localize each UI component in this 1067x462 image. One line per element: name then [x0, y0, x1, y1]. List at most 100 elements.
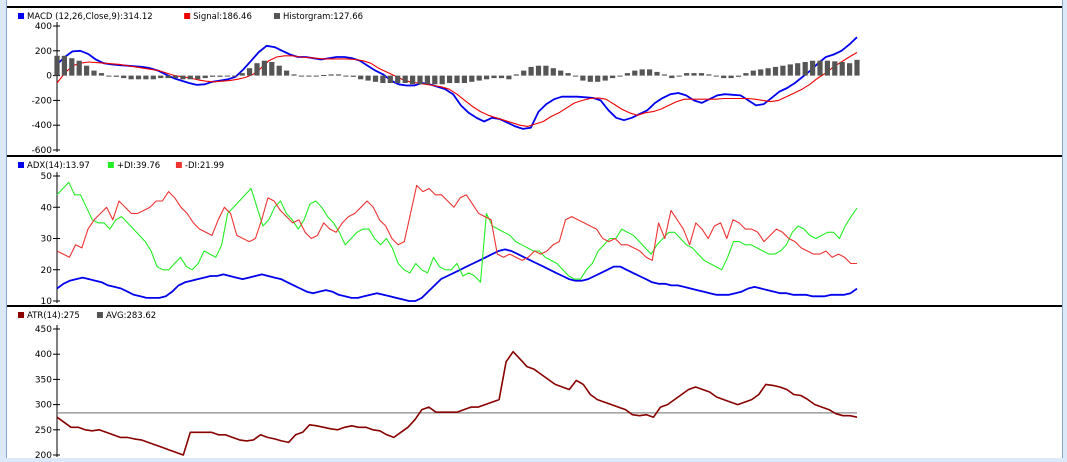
histogram-bar [713, 75, 719, 77]
histogram-bar [565, 73, 571, 76]
histogram-bar [847, 63, 853, 76]
histogram-bar [410, 75, 416, 85]
legend-label: Signal:186.46 [193, 12, 252, 22]
histogram-bar [113, 75, 119, 77]
histogram-bar [106, 75, 112, 77]
histogram-bar [158, 75, 164, 79]
histogram-bar [76, 60, 82, 76]
histogram-bar [328, 74, 334, 76]
histogram-bar [313, 75, 319, 77]
histogram-bar [506, 75, 512, 80]
histogram-bar [854, 59, 860, 76]
histogram-bar [595, 75, 601, 82]
legend-swatch [184, 13, 191, 19]
histogram-bar [669, 75, 675, 79]
histogram-bar [469, 75, 475, 82]
histogram-bar [269, 62, 275, 76]
histogram-bar [491, 75, 497, 79]
y-tick-label: -200 [32, 96, 53, 106]
histogram-bar [402, 75, 408, 83]
histogram-bar [298, 75, 305, 77]
legend-swatch [96, 312, 103, 318]
histogram-bar [210, 75, 216, 77]
histogram-bar [624, 73, 630, 76]
histogram-bar [232, 75, 238, 77]
histogram-bar [587, 75, 593, 82]
histogram-bar [802, 62, 808, 76]
histogram-bar [432, 75, 438, 85]
atr-chart: ATR(14):275 AVG:283.62 450 400 350 300 250 200 [18, 311, 858, 460]
y-tick-label: 400 [35, 350, 52, 360]
histogram-bar [150, 75, 156, 80]
histogram-bar [572, 75, 579, 77]
histogram-bar [528, 66, 534, 76]
histogram-bar [69, 58, 75, 76]
histogram-bar [824, 60, 830, 76]
histogram-bar [372, 75, 379, 82]
histogram-bar [513, 74, 519, 76]
y-tick-label: 250 [35, 426, 52, 436]
y-tick-label: 10 [41, 297, 53, 305]
histogram-bar [358, 75, 364, 80]
histogram-bar [780, 65, 786, 76]
histogram-bar [787, 64, 793, 76]
minus_di-line [56, 184, 857, 265]
histogram-bar [661, 74, 667, 76]
legend-swatch [18, 162, 24, 168]
histogram-bar [721, 75, 727, 79]
atr-line [56, 350, 858, 456]
y-tick-label: 20 [41, 266, 53, 276]
histogram-bar [550, 68, 556, 76]
histogram-bar [224, 75, 230, 77]
histogram-bar [54, 55, 60, 76]
histogram-bar [750, 70, 756, 76]
histogram-bar [365, 75, 371, 81]
histogram-bar [180, 75, 186, 80]
adx-line [56, 248, 858, 302]
histogram-bar [498, 75, 505, 79]
macd-panel: MACD (12,26,Close,9):314.12 Signal:186.46… [7, 6, 1062, 155]
histogram-bar [202, 75, 208, 79]
histogram-bar [61, 55, 67, 76]
histogram-bar [543, 65, 549, 76]
legend-swatch [107, 162, 114, 168]
histogram-bar [839, 62, 845, 76]
histogram-bar [691, 73, 697, 76]
histogram-bar [350, 75, 356, 77]
y-tick-label: 30 [41, 235, 53, 245]
histogram-bar [535, 65, 542, 76]
histogram-bar [343, 75, 349, 77]
y-tick-label: -400 [32, 121, 53, 131]
histogram-bar [484, 75, 490, 80]
histogram-bar [447, 75, 453, 83]
legend-swatch [274, 13, 280, 19]
histogram-bar [165, 75, 171, 79]
histogram-bar [461, 75, 467, 83]
y-tick-label: 200 [35, 47, 52, 57]
atr-panel: ATR(14):275 AVG:283.62 450 400 350 300 250 200 [7, 305, 1062, 460]
histogram-bar [580, 75, 586, 81]
histogram-bar [706, 74, 712, 76]
histogram-bar [684, 73, 690, 76]
histogram-bar [84, 65, 90, 76]
histogram-bar [817, 60, 823, 76]
histogram-bar [676, 75, 682, 77]
histogram-bar [735, 75, 742, 77]
histogram-bar [172, 75, 179, 79]
histogram-bar [558, 70, 564, 76]
legend-label: AVG:283.62 [106, 311, 156, 321]
y-tick-label: 40 [41, 203, 53, 213]
histogram-bar [135, 75, 142, 80]
histogram-bar [454, 75, 460, 83]
y-tick-label: 350 [35, 375, 52, 385]
histogram-bar [521, 70, 527, 76]
histogram-bar [610, 75, 616, 79]
y-tick-label: 0 [46, 72, 52, 82]
signal-line [56, 52, 858, 127]
histogram-bar [765, 68, 771, 76]
histogram-bar [632, 70, 638, 76]
histogram-bar [291, 74, 297, 76]
histogram-bar [143, 75, 149, 80]
adx-panel: ADX(14):13.97 +DI:39.76 -DI:21.99 50 40 30 20 1… [7, 155, 1062, 305]
histogram-bar [247, 68, 253, 76]
